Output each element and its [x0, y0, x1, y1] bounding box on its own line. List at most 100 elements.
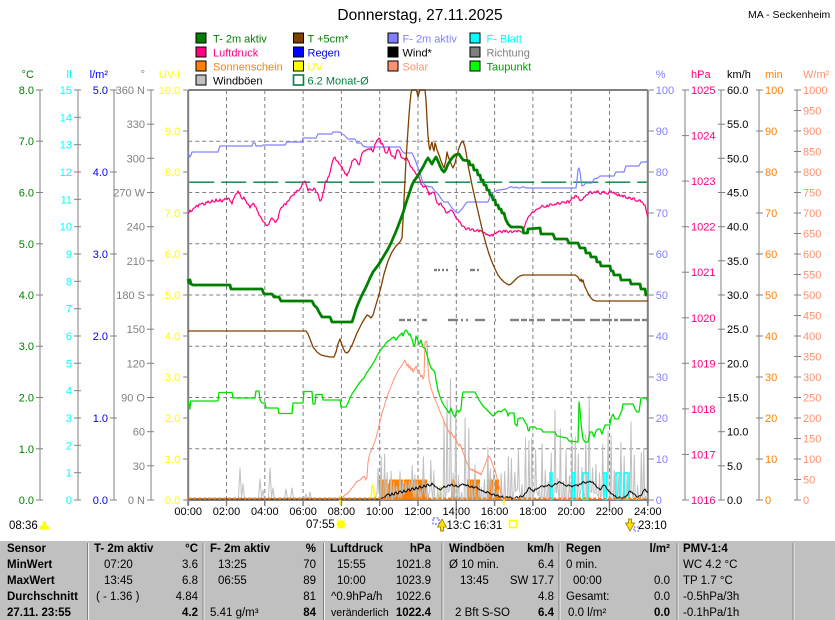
svg-text:10: 10 [60, 222, 72, 234]
svg-text:0.0: 0.0 [165, 495, 180, 507]
svg-text:30: 30 [133, 461, 145, 473]
svg-text:950: 950 [803, 106, 821, 118]
svg-text:20.0: 20.0 [727, 358, 748, 370]
svg-text:Regen: Regen [308, 48, 340, 60]
svg-text:70: 70 [303, 559, 316, 571]
svg-text:0 min.: 0 min. [566, 559, 597, 571]
svg-text:12: 12 [60, 167, 72, 179]
svg-text:600: 600 [803, 249, 821, 261]
svg-text:2 Bft S-SO: 2 Bft S-SO [455, 607, 510, 619]
svg-text:-0.5hPa/3h: -0.5hPa/3h [683, 591, 739, 603]
svg-text:UV: UV [308, 62, 324, 74]
svg-text:15: 15 [60, 85, 72, 97]
svg-text:lf: lf [67, 69, 73, 81]
svg-text:180 S: 180 S [116, 290, 145, 302]
svg-text:07:55: 07:55 [306, 519, 335, 531]
svg-text:23:10: 23:10 [638, 520, 667, 532]
svg-text:60: 60 [656, 249, 668, 261]
svg-text:Windböen: Windböen [449, 543, 504, 555]
svg-text:0.0: 0.0 [727, 495, 742, 507]
svg-text:W/m²: W/m² [803, 69, 830, 81]
svg-text:70: 70 [765, 208, 777, 220]
svg-text:250: 250 [803, 393, 821, 405]
svg-text:6.8: 6.8 [182, 575, 198, 587]
svg-text:16:31: 16:31 [474, 520, 503, 532]
svg-text:10.0: 10.0 [159, 85, 180, 97]
svg-text:27.11. 23:55: 27.11. 23:55 [7, 607, 72, 619]
svg-text:T- 2m aktiv: T- 2m aktiv [213, 34, 267, 46]
svg-text:5.41 g/m³: 5.41 g/m³ [210, 607, 259, 619]
svg-text:90: 90 [765, 126, 777, 138]
svg-text:F- Blatt: F- Blatt [487, 34, 522, 46]
svg-text:500: 500 [803, 290, 821, 302]
svg-text:25.0: 25.0 [727, 324, 748, 336]
svg-text:T +5cm*: T +5cm* [308, 34, 350, 46]
svg-text:80: 80 [765, 167, 777, 179]
svg-text:5.0: 5.0 [727, 461, 742, 473]
svg-text:Sonnenschein: Sonnenschein [213, 62, 283, 74]
svg-text:16:00: 16:00 [481, 506, 509, 518]
svg-text:330: 330 [127, 119, 145, 131]
svg-text:9.0: 9.0 [165, 126, 180, 138]
svg-text:1022.6: 1022.6 [396, 591, 431, 603]
svg-text:WC 4.2 °C: WC 4.2 °C [683, 559, 737, 571]
svg-text:F- 2m aktiv: F- 2m aktiv [210, 543, 271, 555]
svg-text:1016: 1016 [691, 495, 715, 507]
svg-text:1021: 1021 [691, 267, 715, 279]
svg-text:°C: °C [185, 543, 198, 555]
svg-text:00:00: 00:00 [174, 506, 202, 518]
svg-text:1024: 1024 [691, 131, 715, 143]
svg-text:900: 900 [803, 126, 821, 138]
svg-text:90 O: 90 O [121, 393, 145, 405]
svg-text:750: 750 [803, 188, 821, 200]
svg-text:8.0: 8.0 [19, 85, 34, 97]
svg-text:06:00: 06:00 [289, 506, 317, 518]
svg-text:22:00: 22:00 [596, 506, 624, 518]
svg-text:30.0: 30.0 [727, 290, 748, 302]
svg-text:hPa: hPa [410, 543, 432, 555]
svg-text:1019: 1019 [691, 358, 715, 370]
svg-text:l/m²: l/m² [90, 69, 109, 81]
svg-text:0.0: 0.0 [93, 495, 108, 507]
svg-text:850: 850 [803, 147, 821, 159]
svg-text:0.0: 0.0 [654, 591, 670, 603]
svg-text:0.0: 0.0 [654, 607, 670, 619]
svg-text:14: 14 [60, 112, 72, 124]
svg-text:10: 10 [765, 454, 777, 466]
svg-text:40: 40 [656, 331, 668, 343]
svg-text:1018: 1018 [691, 404, 715, 416]
svg-text:hPa: hPa [691, 69, 711, 81]
svg-text:Donnerstag, 27.11.2025: Donnerstag, 27.11.2025 [337, 7, 502, 24]
svg-text:120: 120 [127, 358, 145, 370]
svg-text:UV-I: UV-I [159, 69, 180, 81]
svg-text:1023.9: 1023.9 [396, 575, 431, 587]
svg-text:^0.9hPa/h: ^0.9hPa/h [331, 591, 382, 603]
svg-text:15:55: 15:55 [337, 559, 366, 571]
svg-text:0: 0 [765, 495, 771, 507]
svg-text:7.0: 7.0 [165, 208, 180, 220]
svg-text:9: 9 [66, 249, 72, 261]
svg-text:15.0: 15.0 [727, 393, 748, 405]
svg-text:6.4: 6.4 [538, 559, 555, 571]
svg-text:1.0: 1.0 [93, 413, 108, 425]
svg-text:1025: 1025 [691, 85, 715, 97]
svg-text:18:00: 18:00 [519, 506, 547, 518]
svg-text:20: 20 [765, 413, 777, 425]
svg-text:100: 100 [765, 85, 783, 97]
svg-text:14:00: 14:00 [443, 506, 471, 518]
svg-text:11: 11 [61, 194, 72, 206]
svg-text:Regen: Regen [566, 543, 601, 555]
svg-text:45.0: 45.0 [727, 188, 748, 200]
svg-text:6.0: 6.0 [19, 188, 34, 200]
svg-text:MinWert: MinWert [7, 559, 52, 571]
svg-text:60: 60 [765, 249, 777, 261]
svg-text:Sensor: Sensor [7, 543, 47, 555]
svg-text:08:00: 08:00 [328, 506, 356, 518]
svg-text:0.0: 0.0 [19, 495, 34, 507]
svg-text:0.0 l/m²: 0.0 l/m² [568, 607, 607, 619]
svg-text:Windböen: Windböen [213, 76, 263, 88]
svg-text:13:C: 13:C [447, 520, 471, 532]
svg-text:20:00: 20:00 [557, 506, 585, 518]
svg-text:200: 200 [803, 413, 821, 425]
svg-text:3.0: 3.0 [93, 249, 108, 261]
